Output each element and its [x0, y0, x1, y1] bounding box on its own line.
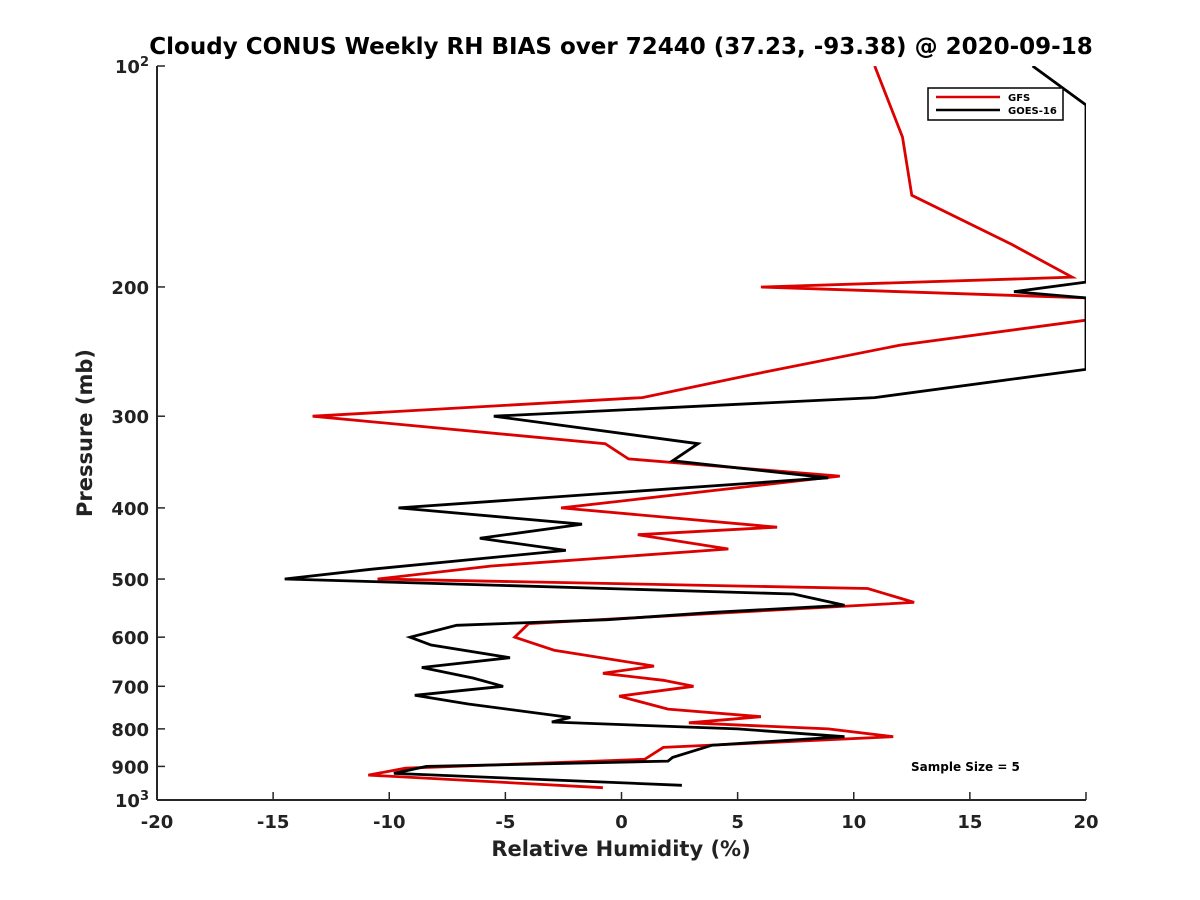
x-tick-label: -5: [495, 812, 515, 833]
series-layer: [284, 66, 1086, 790]
x-axis-ticks: -20 -15 -10 -5 0 5 10 15 20: [141, 792, 1099, 833]
legend: GFS GOES-16: [927, 87, 1064, 121]
x-tick-label: 15: [957, 812, 982, 833]
legend-box: [927, 87, 1064, 121]
x-tick-label: 10: [841, 812, 866, 833]
chart-title: Cloudy CONUS Weekly RH BIAS over 72440 (…: [149, 34, 1092, 60]
y-tick-label: 800: [111, 720, 149, 741]
sample-size-annotation: Sample Size = 5: [911, 760, 1020, 774]
y-tick-label: 200: [111, 278, 149, 299]
x-tick-label: 5: [731, 812, 744, 833]
y-tick-label: 700: [111, 677, 149, 698]
y-axis-ticks: 102 200 300 400 500 600 700 800 900 103: [111, 55, 165, 812]
y-tick-label: 102: [115, 55, 149, 78]
legend-label-goes16: GOES-16: [1008, 106, 1057, 117]
y-tick-label: 500: [111, 570, 149, 591]
x-axis-label: Relative Humidity (%): [491, 837, 750, 861]
x-tick-label: -20: [141, 812, 174, 833]
y-tick-label: 103: [115, 789, 149, 812]
y-tick-label: 300: [111, 407, 149, 428]
y-axis-label: Pressure (mb): [73, 349, 97, 517]
legend-label-gfs: GFS: [1008, 93, 1030, 104]
x-tick-label: -10: [373, 812, 406, 833]
x-tick-label: 20: [1073, 812, 1098, 833]
series-line-gfs: [312, 66, 1086, 790]
y-tick-label: 400: [111, 499, 149, 520]
series-line-goes16: [284, 66, 1086, 787]
x-tick-label: -15: [257, 812, 290, 833]
x-tick-label: 0: [615, 812, 628, 833]
y-tick-label: 900: [111, 757, 149, 778]
y-tick-label: 600: [111, 628, 149, 649]
